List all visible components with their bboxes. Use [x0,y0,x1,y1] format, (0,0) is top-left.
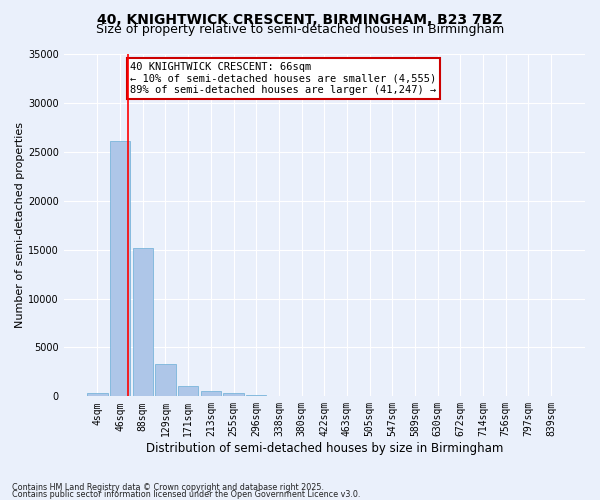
Y-axis label: Number of semi-detached properties: Number of semi-detached properties [15,122,25,328]
Bar [87,392,107,396]
Bar [110,141,130,397]
Text: 40, KNIGHTWICK CRESCENT, BIRMINGHAM, B23 7BZ: 40, KNIGHTWICK CRESCENT, BIRMINGHAM, B23… [97,12,503,26]
Text: Contains HM Land Registry data © Crown copyright and database right 2025.: Contains HM Land Registry data © Crown c… [12,484,324,492]
Bar [246,395,266,396]
Bar [155,364,176,396]
Bar [133,248,153,396]
Bar [223,394,244,396]
Text: Contains public sector information licensed under the Open Government Licence v3: Contains public sector information licen… [12,490,361,499]
X-axis label: Distribution of semi-detached houses by size in Birmingham: Distribution of semi-detached houses by … [146,442,503,455]
Text: 40 KNIGHTWICK CRESCENT: 66sqm
← 10% of semi-detached houses are smaller (4,555)
: 40 KNIGHTWICK CRESCENT: 66sqm ← 10% of s… [130,62,437,95]
Bar [200,392,221,396]
Text: Size of property relative to semi-detached houses in Birmingham: Size of property relative to semi-detach… [96,24,504,36]
Bar [178,386,199,396]
